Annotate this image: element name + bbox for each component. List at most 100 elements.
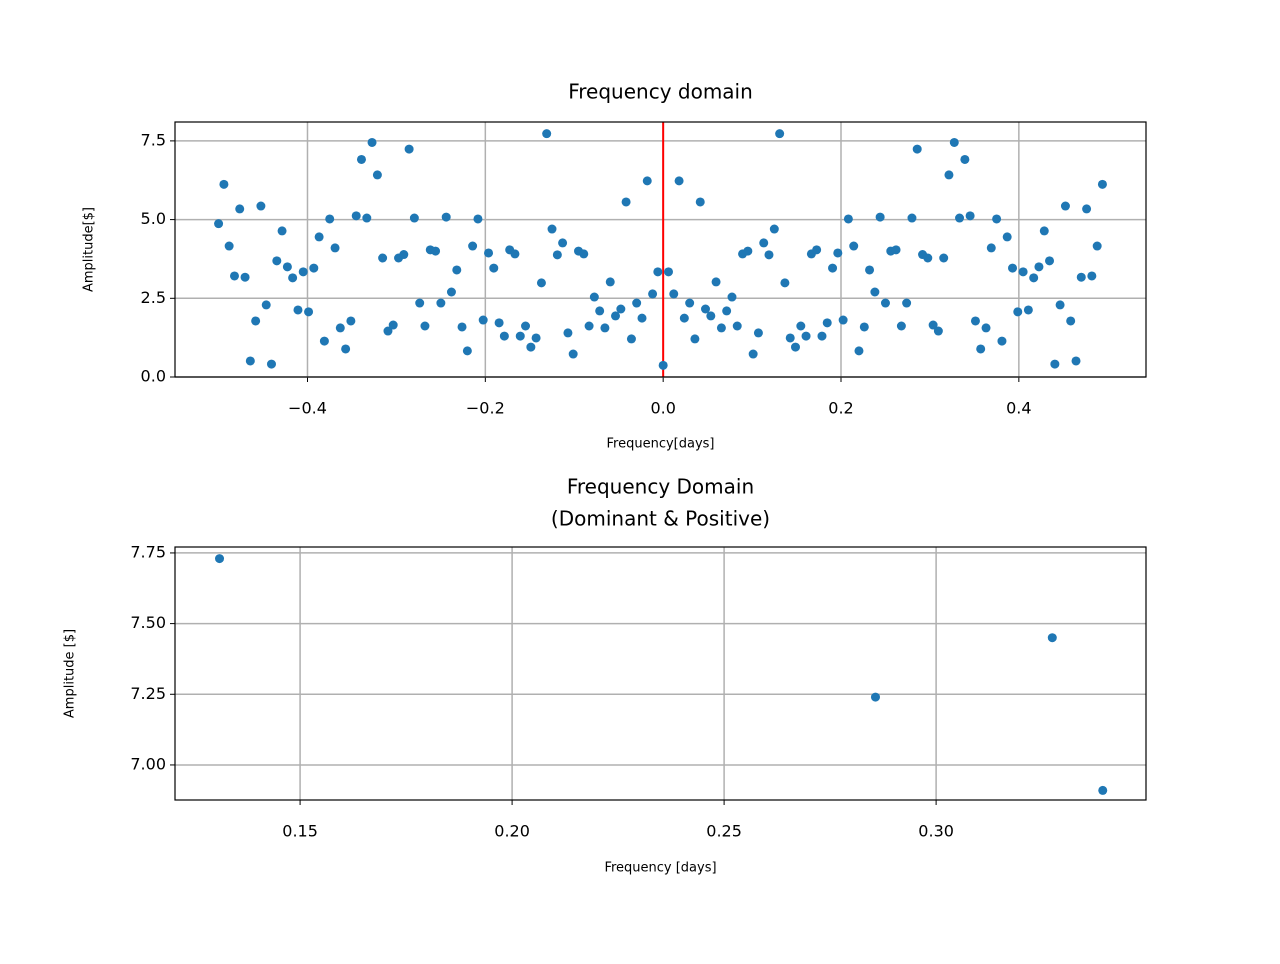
point <box>473 214 483 224</box>
point <box>272 256 282 266</box>
point <box>356 154 366 164</box>
point <box>648 289 658 299</box>
point <box>600 323 610 333</box>
point <box>970 316 980 326</box>
point <box>780 278 790 288</box>
point <box>224 241 234 251</box>
x-tick-label: 0.15 <box>282 822 318 841</box>
point <box>478 315 488 325</box>
point <box>1045 256 1055 266</box>
point <box>817 331 827 341</box>
point <box>1087 271 1097 281</box>
chart-title: Frequency domain <box>568 80 753 104</box>
point <box>637 313 647 323</box>
point <box>997 336 1007 346</box>
point <box>526 342 536 352</box>
x-tick-label: 0.2 <box>828 399 853 418</box>
point <box>843 214 853 224</box>
point <box>1050 359 1060 369</box>
x-tick-label: −0.4 <box>288 399 327 418</box>
plot-frame <box>174 546 1147 801</box>
point <box>690 334 700 344</box>
y-axis-label: Amplitude[$] <box>82 207 97 292</box>
point <box>674 176 684 186</box>
point <box>748 349 758 359</box>
point <box>1092 241 1102 251</box>
point <box>235 204 245 214</box>
point <box>1082 204 1092 214</box>
point <box>621 197 631 207</box>
point <box>589 292 599 302</box>
y-tick-label: 2.5 <box>141 288 166 307</box>
point <box>986 243 996 253</box>
point <box>1023 305 1033 315</box>
point <box>266 359 276 369</box>
point <box>214 219 224 229</box>
point <box>790 342 800 352</box>
point <box>319 336 329 346</box>
point <box>955 213 965 223</box>
point <box>1013 307 1023 317</box>
point <box>822 318 832 328</box>
point <box>944 170 954 180</box>
point <box>314 232 324 242</box>
point <box>1076 272 1086 282</box>
chart-title: Frequency Domain <box>567 475 754 499</box>
point <box>891 245 901 255</box>
point <box>812 245 822 255</box>
point <box>838 315 848 325</box>
x-tick-label: 0.4 <box>1006 399 1031 418</box>
point <box>732 321 742 331</box>
point <box>330 243 340 253</box>
point <box>245 356 255 366</box>
point <box>658 360 668 370</box>
chart-title: (Dominant & Positive) <box>551 507 770 531</box>
point <box>992 214 1002 224</box>
point <box>616 304 626 314</box>
point <box>521 321 531 331</box>
point <box>595 306 605 316</box>
point <box>515 331 525 341</box>
point <box>685 298 695 308</box>
point <box>415 298 425 308</box>
point <box>981 323 991 333</box>
x-tick-label: 0.30 <box>918 822 954 841</box>
y-tick-label: 7.5 <box>141 130 166 149</box>
point <box>653 267 663 277</box>
point <box>552 250 562 260</box>
point <box>468 241 478 251</box>
point <box>880 298 890 308</box>
point <box>775 129 785 139</box>
point <box>753 328 763 338</box>
point <box>367 137 377 147</box>
point <box>976 344 986 354</box>
point <box>288 273 298 283</box>
point <box>251 316 261 326</box>
point <box>865 265 875 275</box>
point <box>928 320 938 330</box>
point <box>1071 356 1081 366</box>
point <box>1097 179 1107 189</box>
point <box>536 278 546 288</box>
point <box>542 129 552 139</box>
point <box>611 311 621 321</box>
point <box>700 304 710 314</box>
point <box>669 289 679 299</box>
point <box>679 313 689 323</box>
x-tick-label: 0.0 <box>650 399 675 418</box>
point <box>383 326 393 336</box>
point <box>547 224 557 234</box>
point <box>875 212 885 222</box>
point <box>452 265 462 275</box>
point <box>859 322 869 332</box>
point <box>436 298 446 308</box>
point <box>939 253 949 263</box>
point <box>346 316 356 326</box>
y-tick-label: 7.75 <box>130 542 166 561</box>
point <box>282 262 292 272</box>
point <box>960 154 970 164</box>
point <box>1018 267 1028 277</box>
point <box>1034 262 1044 272</box>
point <box>531 333 541 343</box>
